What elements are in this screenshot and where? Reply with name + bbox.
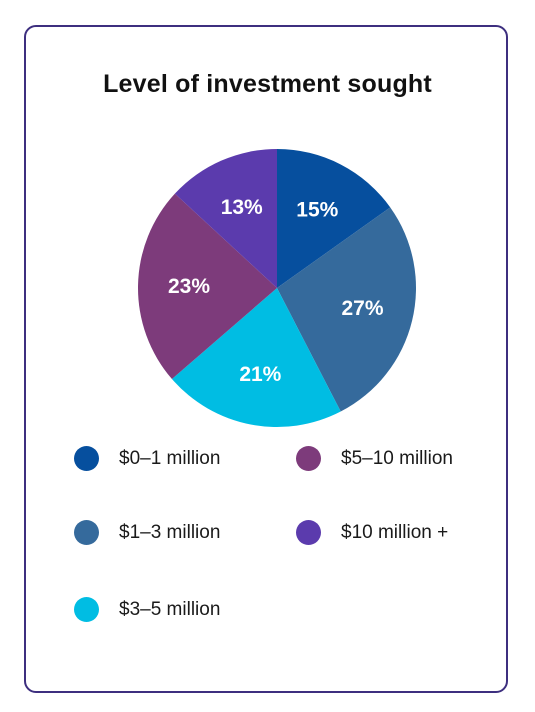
- legend-item-0-1-million: $0–1 million: [74, 446, 220, 471]
- slice-value-label: 23%: [168, 275, 210, 298]
- legend-label: $0–1 million: [119, 447, 221, 469]
- slice-3-5-million: [171, 288, 341, 428]
- legend-label: $5–10 million: [341, 447, 453, 469]
- chart-title: Level of investment sought: [103, 70, 432, 98]
- slice-value-label: 15%: [296, 198, 338, 221]
- legend-label: $1–3 million: [119, 521, 221, 543]
- slice-value-label: 21%: [239, 363, 281, 386]
- legend-item-10-million-plus: $10 million +: [296, 520, 448, 545]
- legend-swatch: [296, 446, 321, 471]
- legend-swatch: [74, 520, 99, 545]
- slice-0-1-million: [277, 149, 391, 288]
- legend-label: $10 million +: [341, 521, 449, 543]
- slice-5-10-million: [138, 193, 277, 380]
- legend-item-5-10-million: $5–10 million: [296, 446, 453, 471]
- slice-value-label: 27%: [342, 297, 384, 320]
- legend-label: $3–5 million: [119, 598, 221, 620]
- legend-item-1-3-million: $1–3 million: [74, 520, 220, 545]
- legend-swatch: [74, 597, 99, 622]
- legend-swatch: [74, 446, 99, 471]
- slice-value-label: 13%: [221, 196, 263, 219]
- slice-10-million-plus: [174, 149, 277, 288]
- legend-item-3-5-million: $3–5 million: [74, 597, 220, 622]
- legend-swatch: [296, 520, 321, 545]
- slice-1-3-million: [277, 207, 416, 412]
